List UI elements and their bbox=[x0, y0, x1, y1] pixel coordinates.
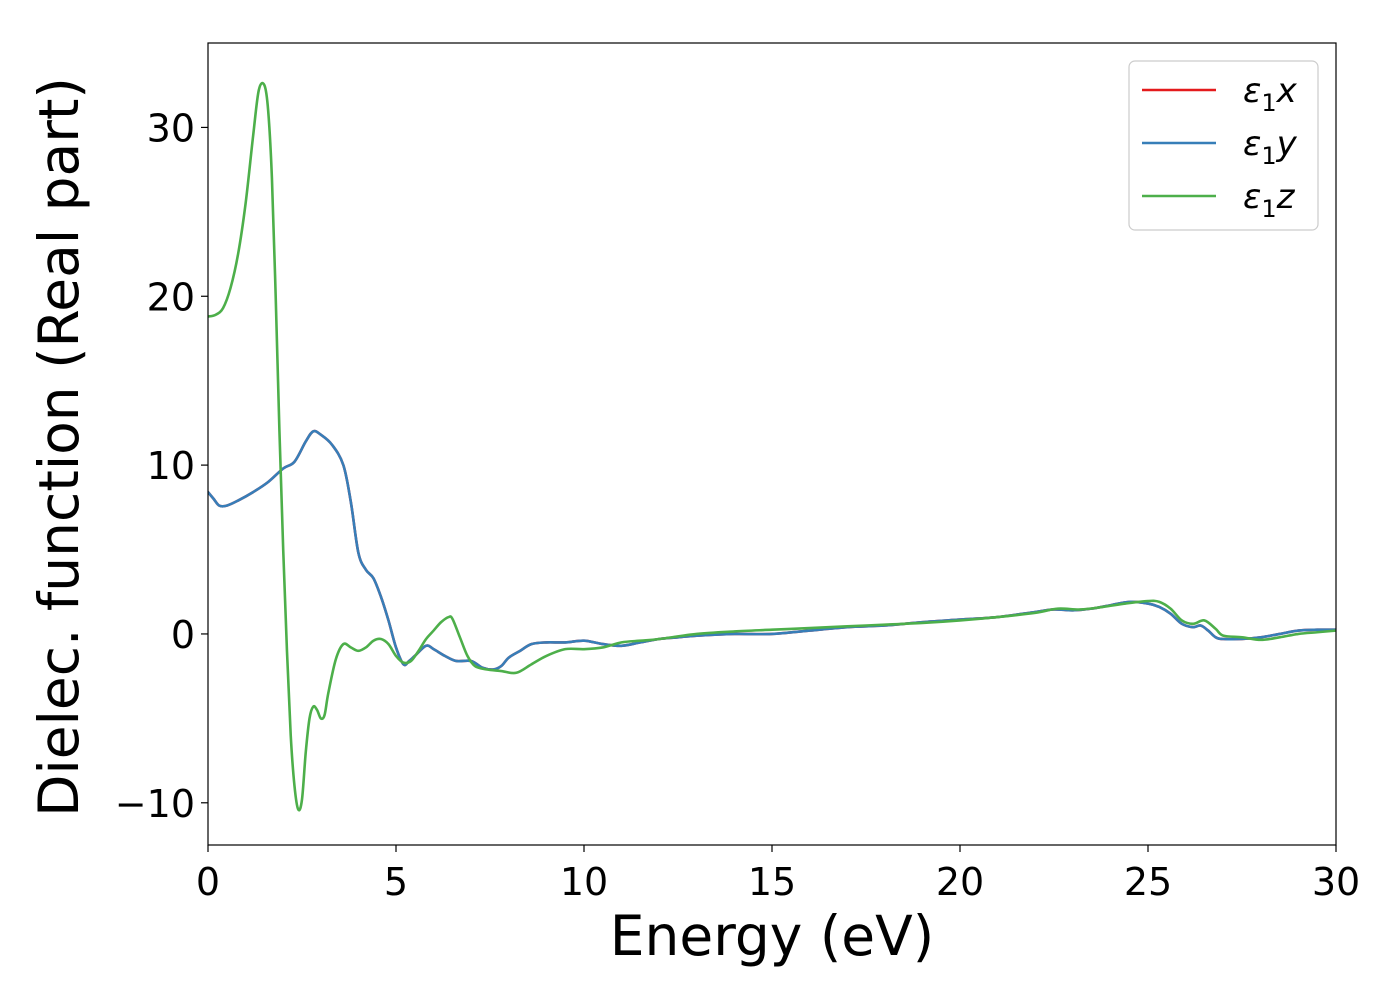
series-line-y bbox=[208, 429, 1336, 671]
x-axis: 0 5 10 15 20 25 30 bbox=[196, 845, 1360, 904]
series-layer bbox=[208, 81, 1336, 812]
legend-subscript: 1 bbox=[1261, 195, 1276, 223]
x-tick-label: 15 bbox=[748, 860, 796, 904]
y-tick-label: 10 bbox=[147, 444, 195, 488]
x-tick-label: 10 bbox=[560, 860, 608, 904]
legend-label-x: ε1x bbox=[1243, 71, 1298, 117]
series-line-z bbox=[208, 81, 1336, 812]
x-tick-label: 5 bbox=[384, 860, 408, 904]
legend-subscript: 1 bbox=[1261, 142, 1276, 170]
legend-symbol: ε bbox=[1243, 71, 1261, 111]
x-tick-label: 30 bbox=[1312, 860, 1360, 904]
x-tick-label: 20 bbox=[936, 860, 984, 904]
legend-label-z: ε1z bbox=[1243, 177, 1296, 223]
legend-component: y bbox=[1276, 124, 1298, 164]
y-tick-label: 30 bbox=[147, 106, 195, 150]
y-axis-label: Dielec. function (Real part) bbox=[27, 77, 91, 817]
legend-subscript: 1 bbox=[1261, 89, 1276, 117]
legend-label-y: ε1y bbox=[1243, 124, 1298, 170]
x-tick-label: 25 bbox=[1124, 860, 1172, 904]
legend-box bbox=[1128, 60, 1319, 231]
legend-component: z bbox=[1276, 177, 1296, 217]
x-axis-label: Energy (eV) bbox=[610, 904, 934, 968]
y-tick-label: 20 bbox=[147, 275, 195, 319]
legend-component: x bbox=[1276, 71, 1298, 111]
y-axis: −10 0 10 20 30 bbox=[115, 106, 208, 826]
legend-symbol: ε bbox=[1243, 177, 1261, 217]
y-tick-label: −10 bbox=[115, 782, 195, 826]
x-tick-label: 0 bbox=[196, 860, 220, 904]
legend-symbol: ε bbox=[1243, 124, 1261, 164]
y-tick-label: 0 bbox=[171, 613, 195, 657]
